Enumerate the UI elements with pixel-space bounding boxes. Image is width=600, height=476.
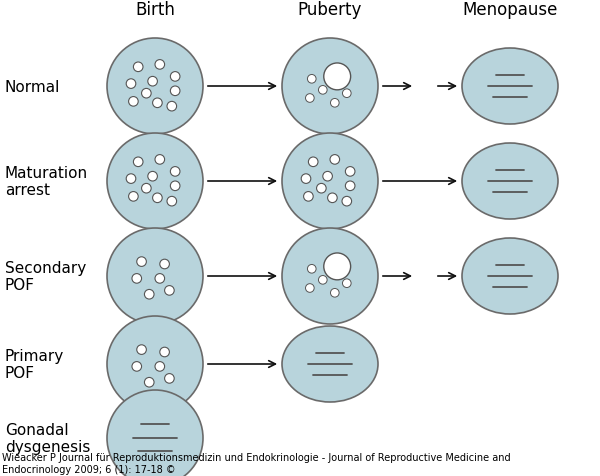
Circle shape [152, 194, 162, 203]
Text: Menopause: Menopause [463, 1, 557, 19]
Circle shape [126, 79, 136, 89]
Circle shape [324, 64, 350, 90]
Circle shape [148, 172, 157, 182]
Circle shape [137, 257, 146, 267]
Text: Puberty: Puberty [298, 1, 362, 19]
Circle shape [307, 265, 316, 274]
Circle shape [305, 284, 314, 293]
Circle shape [155, 274, 164, 284]
Text: Primary
POF: Primary POF [5, 348, 64, 380]
Circle shape [346, 167, 355, 177]
Circle shape [160, 259, 169, 269]
Circle shape [160, 347, 169, 357]
Circle shape [317, 184, 326, 194]
Circle shape [346, 182, 355, 191]
Circle shape [133, 63, 143, 72]
Ellipse shape [107, 390, 203, 476]
Circle shape [132, 274, 142, 284]
Circle shape [155, 362, 164, 371]
Circle shape [145, 290, 154, 299]
Ellipse shape [107, 317, 203, 412]
Circle shape [331, 289, 339, 298]
Circle shape [324, 253, 350, 280]
Circle shape [342, 197, 352, 207]
Ellipse shape [282, 228, 378, 324]
Ellipse shape [107, 228, 203, 324]
Circle shape [305, 94, 314, 103]
Circle shape [142, 184, 151, 194]
Text: Normal: Normal [5, 79, 61, 94]
Circle shape [164, 286, 174, 296]
Circle shape [343, 279, 351, 288]
Ellipse shape [282, 39, 378, 135]
Circle shape [126, 174, 136, 184]
Circle shape [148, 77, 157, 87]
Text: Maturation
arrest: Maturation arrest [5, 166, 88, 198]
Ellipse shape [462, 238, 558, 314]
Ellipse shape [107, 39, 203, 135]
Ellipse shape [282, 134, 378, 229]
Text: Wieacker P Journal für Reproduktionsmedizin und Endokrinologie - Journal of Repr: Wieacker P Journal für Reproduktionsmedi… [2, 453, 511, 474]
Circle shape [170, 167, 180, 177]
Text: Birth: Birth [135, 1, 175, 19]
Circle shape [164, 374, 174, 383]
Ellipse shape [462, 144, 558, 219]
Ellipse shape [107, 134, 203, 229]
Circle shape [323, 172, 332, 182]
Ellipse shape [462, 49, 558, 125]
Circle shape [328, 194, 337, 203]
Circle shape [132, 362, 142, 371]
Circle shape [170, 72, 180, 82]
Circle shape [152, 99, 162, 109]
Circle shape [307, 75, 316, 84]
Text: Secondary
POF: Secondary POF [5, 260, 86, 293]
Circle shape [145, 377, 154, 387]
Circle shape [155, 155, 164, 165]
Circle shape [170, 87, 180, 97]
Circle shape [308, 158, 318, 167]
Circle shape [167, 102, 176, 112]
Circle shape [142, 89, 151, 99]
Circle shape [128, 98, 138, 107]
Circle shape [137, 345, 146, 355]
Circle shape [128, 192, 138, 202]
Circle shape [319, 276, 327, 285]
Ellipse shape [282, 327, 378, 402]
Circle shape [331, 99, 339, 108]
Circle shape [319, 86, 327, 95]
Circle shape [170, 182, 180, 191]
Circle shape [330, 155, 340, 165]
Circle shape [304, 192, 313, 202]
Circle shape [301, 174, 311, 184]
Circle shape [155, 60, 164, 70]
Circle shape [133, 158, 143, 167]
Circle shape [167, 197, 176, 207]
Text: Gonadal
dysgenesis: Gonadal dysgenesis [5, 422, 91, 454]
Circle shape [343, 89, 351, 99]
